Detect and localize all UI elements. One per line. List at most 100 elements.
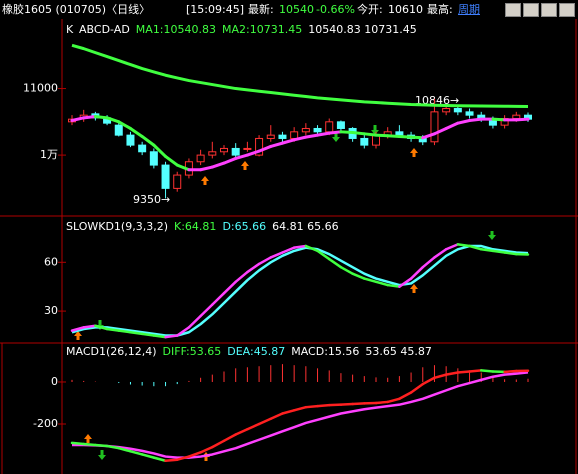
line-segment — [374, 280, 389, 287]
time: [15:09:45] — [186, 3, 244, 16]
label-text: DEA:45.87 — [227, 345, 285, 358]
buy-arrow — [241, 161, 249, 170]
period-button[interactable]: 周期 — [458, 3, 480, 16]
line-segment — [234, 270, 249, 284]
line-segment — [257, 417, 273, 426]
buy-arrow — [201, 176, 209, 185]
line-segment — [397, 134, 413, 139]
line-segment — [432, 126, 448, 136]
line-segment — [140, 134, 156, 147]
line-segment — [468, 244, 483, 251]
open-price: 10610 — [388, 3, 423, 16]
line-segment — [292, 405, 308, 412]
line-segment — [199, 445, 214, 454]
line-segment — [199, 165, 214, 172]
line-segment — [94, 443, 109, 448]
line-segment — [222, 280, 237, 295]
y-tick-label: 1万 — [40, 148, 58, 161]
y-tick-label: 60 — [44, 255, 58, 268]
line-segment — [456, 118, 472, 125]
toolbar-button[interactable] — [559, 3, 575, 17]
line-segment — [281, 246, 296, 254]
candle-body — [290, 131, 299, 139]
line-segment — [234, 153, 249, 160]
label-text: 53.65 45.87 — [365, 345, 431, 358]
line-segment — [128, 126, 144, 138]
line-segment — [444, 121, 460, 130]
y-tick-label: 30 — [44, 304, 58, 317]
line-segment — [175, 163, 191, 172]
buy-arrow — [74, 331, 82, 340]
line-segment — [398, 277, 413, 288]
line-segment — [152, 143, 168, 158]
line-segment — [93, 115, 109, 120]
y-tick-label: 0 — [51, 375, 58, 388]
line-segment — [479, 248, 495, 253]
candle-body — [313, 127, 322, 133]
line-segment — [316, 131, 331, 137]
candle-body — [465, 111, 474, 116]
candle-body — [453, 108, 462, 113]
line-segment — [152, 456, 167, 463]
line-segment — [292, 135, 308, 142]
toolbar-button[interactable] — [541, 3, 557, 17]
line-segment — [304, 244, 319, 253]
line-segment — [164, 154, 179, 167]
label-text: 10540.83 10731.45 — [308, 23, 416, 36]
line-segment — [82, 324, 97, 329]
candle-body — [161, 164, 170, 189]
line-segment — [386, 283, 401, 288]
line-segment — [444, 243, 460, 251]
line-segment — [175, 326, 191, 337]
label-text: DIFF:53.65 — [163, 345, 222, 358]
line-segment — [269, 412, 284, 420]
line-segment — [164, 334, 179, 339]
candle-body — [442, 108, 451, 113]
panel-label: K ABCD-AD MA1:10540.83 MA2:10731.45 10540.83… — [66, 23, 417, 36]
candle-body — [126, 134, 135, 146]
sell-arrow — [332, 132, 340, 142]
label-text: MA2:10731.45 — [222, 23, 302, 36]
line-segment — [421, 256, 436, 269]
line-segment — [245, 149, 261, 157]
line-segment — [468, 369, 483, 373]
line-segment — [327, 257, 343, 269]
line-segment — [281, 409, 296, 415]
y-tick-label: 11000 — [23, 82, 58, 95]
toolbar-button[interactable] — [523, 3, 539, 17]
line-segment — [444, 371, 460, 376]
line-segment — [503, 369, 518, 374]
line-segment — [479, 369, 495, 373]
line-segment — [514, 117, 530, 122]
line-segment — [351, 272, 366, 280]
line-segment — [117, 329, 132, 334]
line-segment — [468, 117, 483, 122]
sell-arrow — [98, 450, 106, 460]
toolbar-button[interactable] — [505, 3, 521, 17]
line-segment — [433, 373, 448, 380]
line-segment — [386, 134, 401, 138]
candle-body — [278, 134, 287, 139]
line — [71, 43, 529, 108]
line-segment — [491, 249, 506, 254]
line-segment — [269, 141, 284, 148]
line-segment — [339, 402, 354, 406]
line-segment — [211, 439, 226, 449]
line-segment — [210, 161, 226, 169]
line-segment — [351, 130, 366, 136]
line-segment — [409, 135, 425, 140]
line-segment — [117, 446, 132, 453]
line-segment — [327, 130, 343, 135]
line-segment — [105, 444, 121, 450]
line-segment — [421, 132, 436, 140]
line-segment — [304, 404, 319, 409]
line-segment — [129, 450, 144, 456]
line-segment — [280, 138, 296, 145]
line-segment — [374, 133, 390, 138]
label-text: 64.81 65.66 — [272, 220, 338, 233]
line-segment — [246, 262, 261, 274]
line-segment — [140, 453, 156, 459]
line — [71, 244, 529, 337]
line-segment — [339, 130, 355, 134]
